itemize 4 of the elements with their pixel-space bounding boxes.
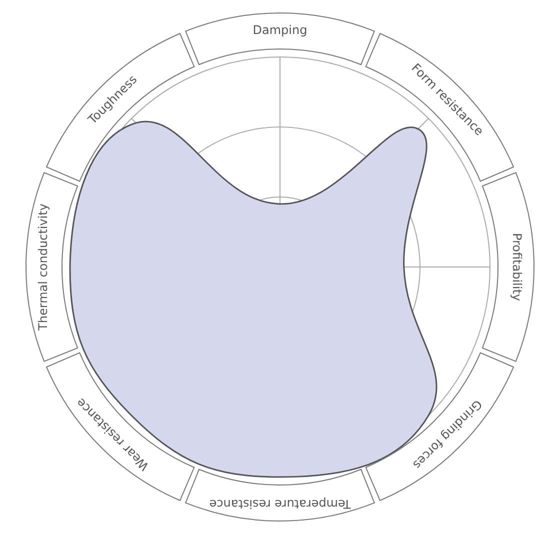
spoke-label: Damping [252, 23, 308, 38]
spoke-label: Profitability [510, 232, 524, 302]
spoke-label: Temperature resistance [209, 496, 352, 511]
spoke-label: Thermal conductivity [36, 204, 50, 332]
